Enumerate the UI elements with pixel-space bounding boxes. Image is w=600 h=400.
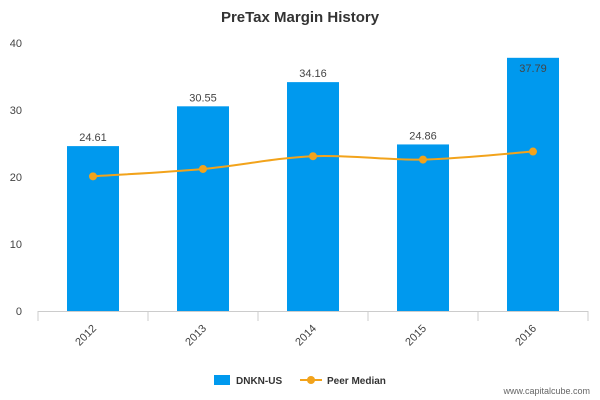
y-tick-label: 20 xyxy=(10,172,22,184)
bar xyxy=(177,106,229,311)
legend-label-dnkn: DNKN-US xyxy=(236,376,282,387)
peer-median-series xyxy=(89,147,537,181)
bar xyxy=(507,57,559,311)
chart-title: PreTax Margin History xyxy=(221,9,380,26)
credit-text: www.capitalcube.com xyxy=(502,386,590,396)
peer-median-point xyxy=(419,155,427,164)
bar xyxy=(67,146,119,311)
peer-median-point xyxy=(199,164,207,173)
legend-swatch-dnkn xyxy=(214,375,230,385)
y-tick-label: 30 xyxy=(10,105,22,117)
legend-label-peer: Peer Median xyxy=(327,376,386,387)
x-tick-label: 2016 xyxy=(513,323,539,349)
bar-data-label: 24.86 xyxy=(409,130,437,142)
bar-data-label: 24.61 xyxy=(79,132,107,144)
legend-swatch-peer-marker xyxy=(307,376,315,384)
x-axis: 2012 2013 2014 2015 2016 xyxy=(37,311,589,349)
y-axis: 0 10 20 30 40 xyxy=(10,38,22,318)
bar-data-labels: 24.61 30.55 34.16 24.86 37.79 xyxy=(79,63,547,144)
x-tick-label: 2013 xyxy=(183,323,209,349)
y-tick-label: 0 xyxy=(16,306,22,318)
legend: DNKN-US Peer Median xyxy=(214,375,386,387)
bar xyxy=(287,82,339,312)
peer-median-point xyxy=(309,152,317,161)
y-tick-label: 10 xyxy=(10,239,22,251)
x-tick-label: 2015 xyxy=(403,323,429,349)
bar xyxy=(397,144,449,311)
bar-data-label: 34.16 xyxy=(299,68,327,80)
y-tick-label: 40 xyxy=(10,38,22,50)
x-tick-label: 2012 xyxy=(73,323,99,349)
bar-data-label: 30.55 xyxy=(189,92,217,104)
peer-median-point xyxy=(529,147,537,156)
peer-median-point xyxy=(89,172,97,181)
bar-series xyxy=(67,57,559,312)
x-tick-label: 2014 xyxy=(293,323,319,349)
bar-data-label: 37.79 xyxy=(519,63,547,75)
